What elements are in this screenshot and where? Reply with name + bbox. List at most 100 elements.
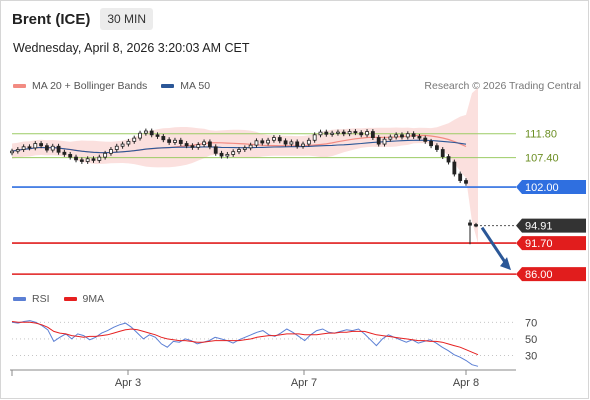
candle-body: [126, 140, 131, 145]
candle-body: [50, 145, 55, 151]
candle-body: [237, 149, 241, 153]
candle-body: [120, 143, 125, 147]
level-tag-4: [516, 236, 586, 251]
candle-body: [103, 152, 108, 158]
x-tick-label-2: Apr 8: [453, 377, 479, 389]
candle-body: [306, 139, 311, 145]
candle-body: [248, 144, 253, 149]
candle-body: [277, 137, 282, 142]
candle-body: [97, 156, 102, 161]
rsi-legend: RSI 9MA: [13, 293, 104, 305]
legend-label-ma50: MA 50: [180, 80, 211, 92]
candle-body: [434, 145, 439, 150]
candle-body: [143, 130, 148, 134]
level-label-4: 91.70: [525, 238, 553, 250]
rsi-tick-label-1: 50: [525, 334, 537, 346]
candle-body: [440, 149, 445, 157]
candle-body: [219, 152, 224, 157]
level-label-1: 107.40: [525, 153, 559, 165]
candle-body: [254, 140, 259, 146]
legend-item-ma50: MA 50: [161, 80, 210, 92]
candle-body: [161, 136, 166, 141]
candle-body: [417, 136, 422, 139]
candle-body: [79, 159, 84, 162]
candle-body: [370, 131, 375, 138]
credit-text: Research © 2026 Trading Central: [424, 80, 581, 92]
candle-body: [452, 161, 457, 175]
candle-body: [474, 224, 478, 227]
rsi-tick-label-0: 70: [525, 317, 537, 329]
legend-swatch-rsi: [13, 297, 26, 301]
candle-body: [184, 143, 189, 147]
rsi-line: [11, 320, 479, 367]
candle-body: [27, 146, 32, 149]
candle-body: [178, 139, 183, 144]
legend-label-rsi: RSI: [32, 293, 50, 305]
rsi-tick-label-2: 30: [525, 351, 537, 363]
candle-body: [394, 134, 399, 138]
candle-body: [330, 132, 335, 135]
legend-label-9ma: 9MA: [82, 293, 105, 305]
forecast-arrow-head: [500, 257, 511, 271]
legend-swatch-ma50: [161, 84, 175, 88]
candle-body: [62, 151, 67, 155]
forecast-arrow-shaft: [480, 226, 509, 266]
x-tick-label-0: Apr 3: [115, 377, 141, 389]
candle-body: [464, 180, 468, 184]
legend-label-ma20: MA 20 + Bollinger Bands: [32, 80, 148, 92]
candle-body: [15, 149, 20, 152]
candle-body: [190, 145, 195, 148]
candle-body: [359, 132, 364, 136]
level-label-3: 94.91: [525, 221, 553, 233]
candle-body: [272, 137, 276, 141]
candle-body: [231, 151, 236, 155]
candle-body: [353, 131, 358, 134]
candle-body: [21, 146, 26, 150]
candle-body: [39, 143, 44, 147]
candle-body: [405, 133, 410, 138]
candle-body: [33, 143, 38, 149]
legend-swatch-9ma: [63, 297, 77, 301]
legend-swatch-ma20: [13, 84, 26, 88]
candle-body: [109, 149, 113, 154]
level-tag-5: [516, 267, 586, 282]
candle-body: [138, 132, 142, 139]
candle-body: [260, 140, 265, 144]
candle-body: [423, 137, 428, 142]
candle-body: [318, 131, 323, 136]
candle-body: [56, 145, 61, 153]
candle-body: [400, 134, 404, 138]
candle-body: [266, 139, 271, 144]
legend-item-9ma: 9MA: [63, 293, 105, 305]
candle-body: [411, 133, 416, 137]
candle-body: [468, 222, 472, 226]
candle-body: [155, 134, 160, 137]
level-label-0: 111.80: [525, 129, 557, 141]
candle-body: [10, 150, 14, 154]
chart-header: Brent (ICE) 30 MIN: [12, 7, 154, 31]
level-label-5: 86.00: [525, 269, 553, 281]
rsi-9ma-line: [11, 321, 479, 356]
candle-body: [458, 173, 463, 181]
level-tag-2: [516, 180, 586, 195]
candle-body: [283, 140, 288, 145]
candle-body: [289, 141, 294, 145]
candle-body: [242, 147, 247, 150]
candle-body: [312, 134, 317, 141]
candle-body: [295, 141, 300, 147]
candle-body: [225, 154, 230, 157]
instrument-title: Brent (ICE): [12, 10, 91, 28]
candle-body: [68, 154, 73, 158]
candle-body: [149, 130, 154, 136]
timeframe-chip[interactable]: 30 MIN: [100, 8, 154, 30]
candle-body: [429, 140, 433, 147]
candle-body: [45, 145, 49, 151]
candle-body: [114, 145, 119, 150]
candle-body: [376, 137, 381, 145]
bollinger-band: [12, 87, 478, 244]
candle-body: [167, 139, 172, 143]
candle-body: [173, 139, 177, 143]
x-tick-label-1: Apr 7: [291, 377, 317, 389]
